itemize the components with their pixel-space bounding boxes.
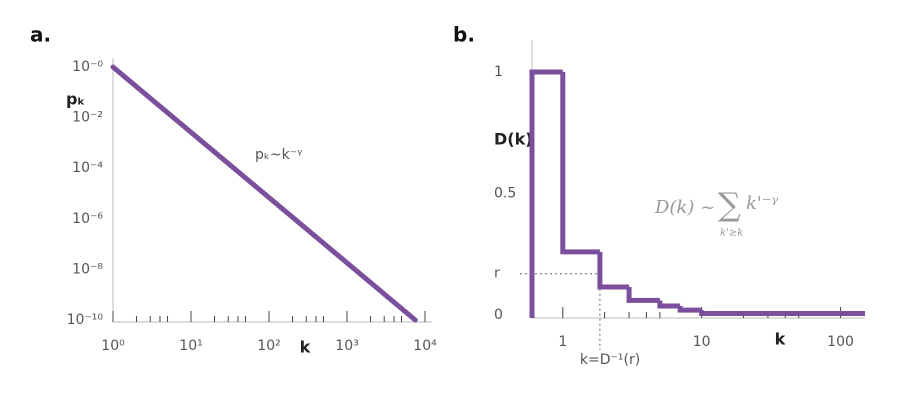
- step: [677, 306, 702, 313]
- step: [529, 69, 563, 318]
- data-line: [110, 64, 418, 323]
- formula-lhs: D(k) ~: [654, 197, 715, 218]
- step: [699, 310, 865, 317]
- y-tick-label: 0.5: [494, 186, 516, 202]
- step: [560, 72, 600, 255]
- marker-label: k=D⁻¹(r): [580, 352, 640, 368]
- x-tick-label: 10¹: [179, 338, 202, 354]
- step: [626, 287, 660, 303]
- y-tick-label: 10⁻⁴: [72, 160, 103, 176]
- y-tick-label: 10⁻¹⁰: [67, 312, 104, 328]
- x-axis-label: k: [775, 330, 786, 349]
- x-tick-label: 10⁰: [101, 338, 125, 354]
- y-tick-label: 1: [494, 64, 503, 80]
- y-tick-label: 10⁻⁸: [72, 261, 103, 277]
- x-axis-label: k: [300, 338, 311, 357]
- step: [657, 300, 681, 309]
- formula-sum: ∑: [718, 186, 741, 224]
- x-tick-label: 1: [558, 334, 567, 350]
- panel-label: b.: [453, 23, 475, 47]
- y-tick-label: r: [494, 266, 500, 282]
- x-tick-label: 10⁴: [413, 338, 437, 354]
- x-tick-label: 10: [693, 334, 711, 350]
- x-tick-label: 10³: [335, 338, 358, 354]
- formula-term: k'⁻ᵞ: [746, 193, 778, 214]
- x-tick-label: 100: [827, 334, 854, 350]
- y-tick-label: 10⁻⁶: [72, 211, 103, 227]
- y-tick-label: 10⁻⁰: [72, 59, 103, 75]
- y-tick-label: 10⁻²: [72, 110, 103, 126]
- formula-sub: k'≥k: [720, 228, 743, 239]
- y-axis-label: pₖ: [66, 90, 85, 109]
- y-axis-label: D(k): [494, 130, 533, 149]
- annotation: pₖ~k⁻ᵞ: [255, 147, 302, 163]
- y-tick-label: 0: [494, 307, 503, 323]
- x-tick-label: 10²: [257, 338, 280, 354]
- step: [597, 251, 630, 290]
- panel-label: a.: [30, 23, 51, 47]
